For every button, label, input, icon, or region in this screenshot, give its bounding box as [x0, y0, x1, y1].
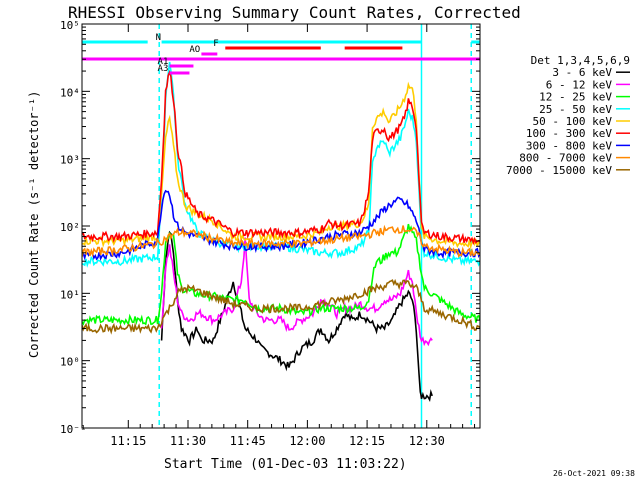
- legend-title: Det 1,3,4,5,6,9: [531, 54, 630, 67]
- series-line-0: [160, 230, 433, 403]
- chart-title: RHESSI Observing Summary Count Rates, Co…: [68, 3, 521, 22]
- series-line-8: [82, 278, 480, 335]
- flag-label: N: [156, 33, 161, 43]
- series-line-4: [82, 81, 480, 250]
- series-line-5: [82, 70, 480, 246]
- legend-entry-label: 300 - 800 keV: [526, 139, 612, 152]
- y-tick-label: 10⁰: [60, 356, 80, 369]
- y-tick-label: 10⁴: [60, 86, 80, 99]
- x-tick-label: 11:15: [110, 434, 146, 448]
- flag-label: A3: [158, 64, 169, 74]
- series-line-7: [82, 224, 480, 259]
- flag-label: F: [213, 39, 218, 49]
- y-axis-label: Corrected Count Rate (s⁻¹ detector⁻¹): [27, 91, 41, 358]
- x-tick-label: 11:45: [230, 434, 266, 448]
- legend-entry-label: 7000 - 15000 keV: [506, 164, 612, 177]
- flag-label: AO: [189, 45, 200, 55]
- series-line-1: [160, 237, 433, 347]
- legend-entry-label: 25 - 50 keV: [539, 103, 612, 116]
- y-tick-label: 10²: [60, 221, 80, 234]
- axes: 10⁻¹ 10⁰ 10¹ 10² 10³ 10⁴ 10⁵ 11:15 11:30 11:45 12:…: [60, 19, 481, 448]
- legend-entry-label: 100 - 300 keV: [526, 127, 612, 140]
- y-tick-label: 10⁻¹: [60, 423, 87, 436]
- x-tick-label: 12:15: [349, 434, 385, 448]
- x-tick-label: 11:30: [170, 434, 206, 448]
- series-line-2: [82, 223, 480, 328]
- y-tick-label: 10³: [60, 154, 80, 167]
- legend-entry-label: 6 - 12 keV: [546, 78, 613, 91]
- legend-entry-label: 50 - 100 keV: [533, 115, 613, 128]
- legend-entry-label: 800 - 7000 keV: [519, 152, 612, 165]
- y-tick-label: 10⁵: [60, 19, 80, 32]
- x-axis-label: Start Time (01-Dec-03 11:03:22): [164, 457, 407, 472]
- legend-entry-label: 12 - 25 keV: [539, 91, 612, 104]
- legend-entry-label: 3 - 6 keV: [552, 66, 612, 79]
- flag-label: A1: [158, 57, 169, 67]
- timestamp: 26-Oct-2021 09:38: [553, 469, 635, 478]
- x-tick-label: 12:30: [409, 434, 445, 448]
- y-tick-label: 10¹: [60, 288, 80, 301]
- x-tick-label: 12:00: [289, 434, 325, 448]
